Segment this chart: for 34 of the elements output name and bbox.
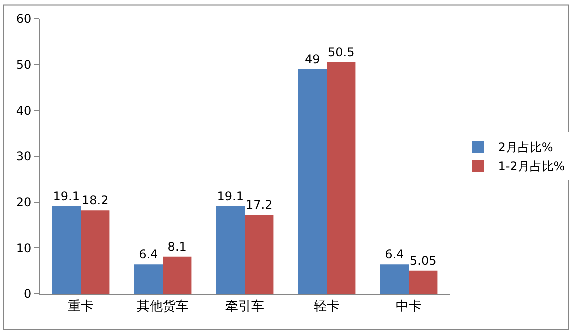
y-tick-label: 60 (16, 12, 32, 26)
x-tick-label: 轻卡 (314, 300, 340, 315)
y-tick-label: 50 (16, 58, 32, 72)
data-label: 18.2 (82, 194, 109, 208)
bar (163, 256, 192, 294)
data-label: 5.05 (410, 254, 437, 268)
bar (380, 264, 409, 294)
bar (216, 206, 245, 294)
legend-label: 1-2月占比% (498, 160, 566, 174)
data-label: 50.5 (328, 46, 355, 60)
y-tick-label: 20 (16, 196, 32, 210)
y-tick-label: 30 (16, 150, 32, 164)
data-label: 6.4 (139, 248, 158, 262)
y-tick-label: 40 (16, 104, 32, 118)
data-label: 8.1 (168, 240, 187, 254)
data-label: 19.1 (53, 189, 80, 204)
x-tick-label: 中卡 (396, 300, 422, 315)
data-label: 49 (305, 52, 320, 66)
x-tick-label: 牵引车 (226, 300, 264, 315)
bar (134, 264, 163, 294)
data-label: 17.2 (246, 198, 273, 212)
x-tick-label: 其他货车 (137, 300, 189, 315)
bar (409, 270, 438, 294)
bar (52, 206, 81, 294)
data-label: 19.1 (217, 189, 244, 204)
bar (245, 215, 274, 294)
legend-label: 2月占比% (498, 140, 554, 155)
bar (298, 69, 327, 294)
y-tick-label: 10 (16, 241, 32, 256)
bar (81, 210, 110, 294)
y-tick-label: 0 (24, 287, 32, 302)
x-tick-label: 重卡 (68, 300, 94, 315)
bar (327, 62, 356, 294)
data-label: 6.4 (385, 248, 404, 262)
